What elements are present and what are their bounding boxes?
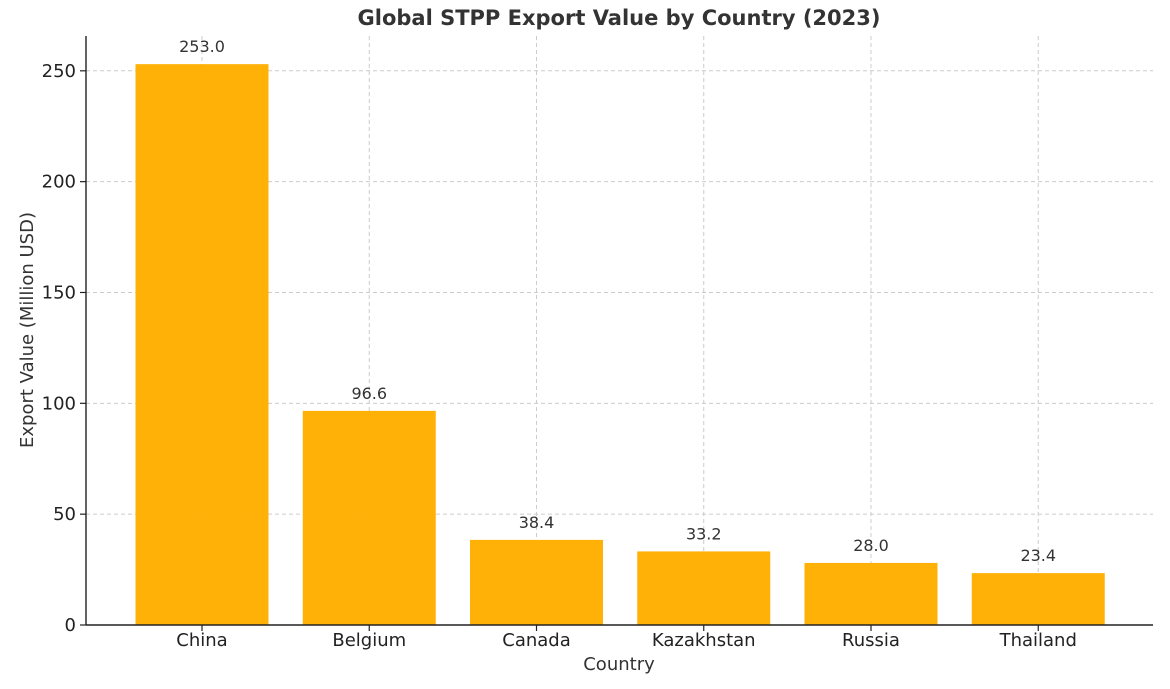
data-labels: 253.0 96.6 38.4 33.2 28.0 23.4: [179, 37, 1056, 565]
bars: [135, 64, 1105, 625]
x-tick-label-canada: Canada: [502, 630, 571, 651]
x-tick-label-belgium: Belgium: [332, 630, 406, 651]
x-ticks: China Belgium Canada Kazakhstan Russia Thaila…: [176, 625, 1077, 651]
y-tick-label: 250: [42, 61, 76, 82]
y-tick-label: 50: [53, 504, 76, 525]
y-axis-label: Export Value (Million USD): [17, 212, 38, 448]
x-tick-label-thailand: Thailand: [999, 630, 1077, 651]
x-axis-label: Country: [583, 654, 655, 675]
y-tick-label: 200: [42, 172, 76, 193]
bar-russia: [804, 562, 938, 625]
axes: [85, 36, 1153, 626]
x-tick-label-kazakhstan: Kazakhstan: [652, 630, 756, 651]
data-label-canada: 38.4: [519, 513, 555, 532]
y-ticks: 0 50 100 150 200 250: [42, 61, 86, 636]
bar-belgium: [302, 410, 436, 625]
y-tick-label: 100: [42, 393, 76, 414]
data-label-belgium: 96.6: [351, 384, 387, 403]
x-tick-label-china: China: [176, 630, 227, 651]
data-label-china: 253.0: [179, 37, 225, 56]
bar-china: [135, 64, 269, 625]
y-tick-label: 0: [65, 615, 76, 636]
data-label-russia: 28.0: [853, 536, 889, 555]
bar-kazakhstan: [637, 551, 771, 625]
x-tick-label-russia: Russia: [842, 630, 900, 651]
data-label-thailand: 23.4: [1020, 546, 1056, 565]
y-tick-label: 150: [42, 282, 76, 303]
data-label-kazakhstan: 33.2: [686, 524, 722, 543]
bar-canada: [470, 539, 603, 625]
chart-title: Global STPP Export Value by Country (202…: [358, 6, 881, 30]
bar-thailand: [971, 573, 1105, 625]
